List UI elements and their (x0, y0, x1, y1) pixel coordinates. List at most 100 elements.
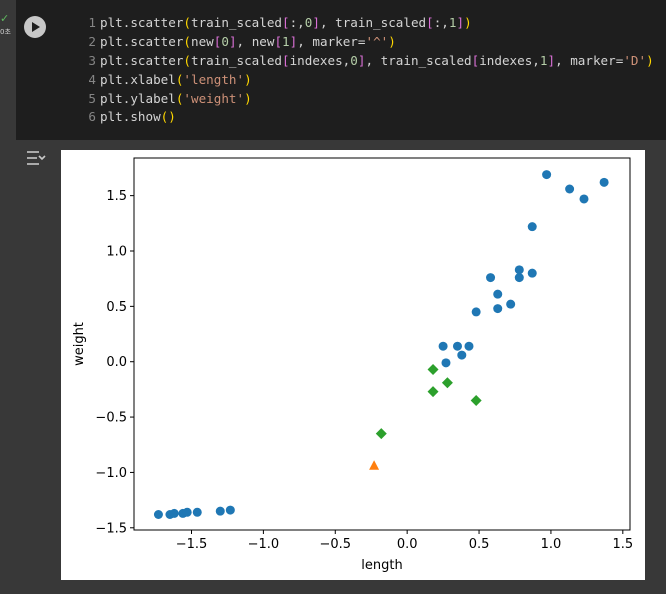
y-tick-label: 1.5 (106, 189, 127, 204)
y-tick-label: −1.0 (95, 466, 127, 481)
x-tick-label: −1.0 (248, 537, 280, 552)
run-cell-button[interactable] (24, 16, 46, 38)
code-token: 'D' (623, 52, 647, 68)
code-token: [ (274, 33, 283, 49)
y-axis-label: weight (72, 322, 87, 366)
scatter-point (452, 341, 462, 351)
code-token: () (160, 109, 176, 125)
code-token: , marker= (297, 33, 366, 49)
plot-axes-frame (133, 157, 631, 531)
check-icon: ✓ (0, 12, 10, 25)
code-token: plt.ylabel (100, 90, 176, 106)
scatter-point (215, 506, 225, 516)
code-token: indexes, (289, 52, 351, 68)
code-token: [ (213, 33, 222, 49)
code-token: ) (244, 71, 252, 87)
code-token: plt.scatter (100, 33, 184, 49)
code-token: , new (236, 33, 275, 49)
code-token: plt.scatter (100, 52, 184, 68)
code-token: ( (175, 71, 184, 87)
code-token: 0 (304, 15, 313, 30)
code-token: ] (312, 15, 320, 30)
code-token: 1 (282, 33, 290, 49)
code-token: [ (471, 52, 480, 68)
code-line: 4 plt.xlabel('length') (76, 71, 654, 90)
execution-time: 0초 (0, 28, 11, 36)
play-icon (32, 22, 40, 32)
code-token: [ (282, 52, 290, 68)
code-token: , marker= (555, 52, 624, 68)
code-token: ] (228, 33, 237, 49)
x-tick-label: 0.5 (469, 537, 490, 552)
y-tick-label: −0.5 (95, 411, 127, 426)
scatter-point (565, 184, 575, 194)
y-tick-label: 1.0 (106, 245, 127, 260)
code-token: ( (183, 15, 191, 30)
y-tick-label: 0.5 (106, 300, 127, 315)
scatter-point (527, 268, 537, 278)
scatter-point (192, 507, 202, 517)
code-token: 'weight' (183, 90, 245, 106)
code-token: 1 (539, 52, 548, 68)
output-options-button[interactable] (24, 148, 48, 168)
code-token: 1 (448, 15, 457, 30)
code-token: train_scaled (191, 15, 282, 30)
code-token: , train_scaled (365, 52, 472, 68)
scatter-point (599, 177, 609, 187)
cell-gutter: ✓ 0초 (0, 0, 16, 594)
code-line: 6 plt.show() (76, 108, 654, 127)
code-line: 2 plt.scatter(new[0], new[1], marker='^') (76, 33, 654, 52)
x-tick-label: 0.0 (397, 537, 418, 552)
line-number: 1 (88, 15, 96, 30)
scatter-point (457, 350, 467, 360)
code-token: '^' (365, 33, 389, 49)
scatter-point (527, 222, 537, 232)
x-axis-label: length (361, 558, 402, 573)
scatter-point (441, 358, 451, 368)
scatter-point (514, 265, 524, 275)
scatter-point (169, 508, 179, 518)
code-token: ( (183, 52, 191, 68)
code-token: train_scaled (191, 52, 282, 68)
line-number: 5 (88, 90, 96, 106)
code-token: [ (282, 15, 290, 30)
code-editor[interactable]: 1 plt.scatter(train_scaled[:,0], train_sc… (76, 14, 654, 127)
code-token: ( (175, 90, 184, 106)
code-token: indexes, (479, 52, 540, 68)
scatter-point (506, 299, 516, 309)
x-tick-label: 1.0 (541, 537, 562, 552)
code-token: :, (433, 15, 449, 30)
scatter-point-diamond (427, 363, 439, 375)
scatter-point (579, 194, 589, 204)
code-token: ] (456, 15, 465, 30)
scatter-point-diamond (427, 386, 439, 398)
code-token: plt.show (100, 109, 161, 125)
code-cell[interactable]: 1 plt.scatter(train_scaled[:,0], train_sc… (16, 0, 666, 140)
code-token: ] (357, 52, 366, 68)
code-token: 0 (221, 33, 229, 49)
scatter-point (464, 341, 474, 351)
code-token: new (191, 33, 214, 49)
output-options-icon (27, 151, 46, 165)
code-line: 3 plt.scatter(train_scaled[indexes,0], tr… (76, 52, 654, 71)
code-line: 1 plt.scatter(train_scaled[:,0], train_sc… (76, 14, 654, 33)
scatter-point (182, 507, 192, 517)
scatter-point (471, 307, 481, 317)
code-token: ) (464, 15, 472, 30)
scatter-point-diamond (441, 377, 453, 389)
code-token: ] (289, 33, 298, 49)
code-token: ] (547, 52, 556, 68)
code-token: ( (183, 33, 191, 49)
code-token: plt.xlabel (100, 71, 176, 87)
scatter-point (153, 510, 163, 519)
code-token: 'length' (183, 71, 245, 87)
y-tick-label: 0.0 (106, 355, 127, 370)
code-token: [ (426, 15, 434, 30)
scatter-point (225, 505, 235, 515)
code-token: ) (646, 52, 654, 68)
x-tick-label: −1.5 (176, 537, 208, 552)
line-number: 2 (88, 33, 96, 49)
line-number: 4 (88, 71, 96, 87)
line-number: 3 (88, 52, 96, 68)
scatter-point (542, 170, 552, 180)
